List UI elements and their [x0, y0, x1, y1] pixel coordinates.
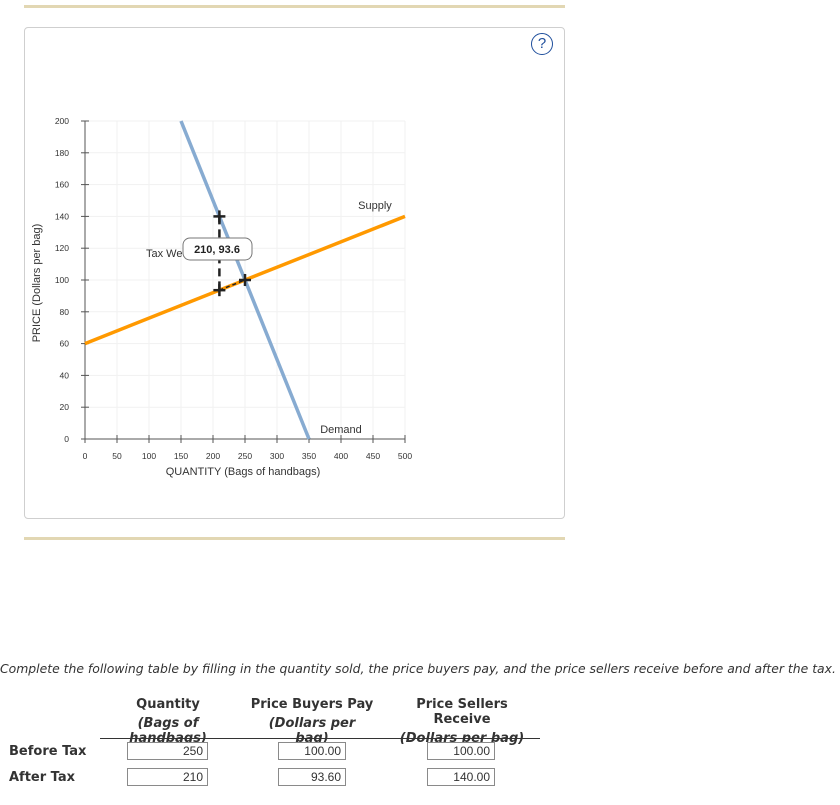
- x-tick-label: 350: [302, 451, 316, 461]
- y-tick-label: 60: [60, 339, 70, 349]
- tax-wedge-tooltip-text: 210, 93.6: [194, 244, 240, 256]
- series-labels: Demand Supply: [320, 200, 392, 436]
- before-tax-buyers-price-input[interactable]: 100.00: [278, 742, 346, 760]
- row-label-before-tax: Before Tax: [9, 744, 87, 759]
- equilibrium-point: [239, 274, 251, 286]
- help-button[interactable]: ?: [531, 33, 553, 55]
- graph-panel: [24, 27, 565, 519]
- before-tax-sellers-price-input[interactable]: 100.00: [427, 742, 495, 760]
- top-divider: [24, 5, 565, 8]
- tax-wedge-label: Tax We: [146, 248, 182, 260]
- y-tick-label: 200: [55, 116, 69, 126]
- y-tick-label: 100: [55, 275, 69, 285]
- y-tick-label: 140: [55, 211, 69, 221]
- demand-label: Demand: [320, 424, 362, 436]
- y-tick-label: 180: [55, 148, 69, 158]
- x-tick-label: 500: [398, 451, 412, 461]
- y-tick-label: 80: [60, 307, 70, 317]
- x-tick-label: 400: [334, 451, 348, 461]
- after-tax-quantity-input[interactable]: 210: [127, 768, 208, 786]
- x-tick-label: 450: [366, 451, 380, 461]
- row-label-after-tax: After Tax: [9, 770, 76, 785]
- tax-wedge-connector: [219, 279, 246, 291]
- x-tick-label: 300: [270, 451, 284, 461]
- x-tick-label: 250: [238, 451, 252, 461]
- x-tick-label: 0: [83, 451, 88, 461]
- bottom-divider: [24, 537, 565, 540]
- y-tick-label: 20: [60, 402, 70, 412]
- header-buyers-title: Price Buyers Pay: [250, 697, 374, 712]
- after-tax-sellers-price-input[interactable]: 140.00: [427, 768, 495, 786]
- y-tick-label: 40: [60, 370, 70, 380]
- header-quantity-title: Quantity: [136, 697, 200, 712]
- y-axis-label: PRICE (Dollars per bag): [31, 224, 43, 343]
- tax-wedge-bottom-point: [213, 284, 226, 297]
- instructions-text: Complete the following table by filling …: [0, 661, 836, 676]
- x-tick-label: 150: [174, 451, 188, 461]
- x-axis-label: QUANTITY (Bags of handbags): [166, 466, 320, 478]
- y-tick-label: 160: [55, 180, 69, 190]
- tax-wedge-tooltip-box: [182, 237, 253, 261]
- supply-demand-chart: 0 50 100 150 200 250 300 350 400 450 500 0 20 40 60 80…: [31, 116, 413, 478]
- x-tick-label: 100: [142, 451, 156, 461]
- table-header-divider: [100, 738, 540, 739]
- x-tick-labels: 0 50 100 150 200 250 300 350 400 450 500: [83, 451, 413, 461]
- y-tick-labels: 0 20 40 60 80 100 120 140 160 180 200: [55, 116, 69, 444]
- after-tax-buyers-price-input[interactable]: 93.60: [278, 768, 346, 786]
- before-tax-quantity-input[interactable]: 250: [127, 742, 208, 760]
- supply-label: Supply: [358, 200, 392, 212]
- x-tick-label: 50: [112, 451, 122, 461]
- header-sellers-title: Price Sellers Receive: [416, 697, 508, 727]
- y-tick-label: 0: [64, 434, 69, 444]
- tax-wedge-top-point: [213, 210, 226, 223]
- x-tick-label: 200: [206, 451, 220, 461]
- y-tick-label: 120: [55, 243, 69, 253]
- tax-wedge[interactable]: Tax We 210, 93.6: [146, 210, 253, 297]
